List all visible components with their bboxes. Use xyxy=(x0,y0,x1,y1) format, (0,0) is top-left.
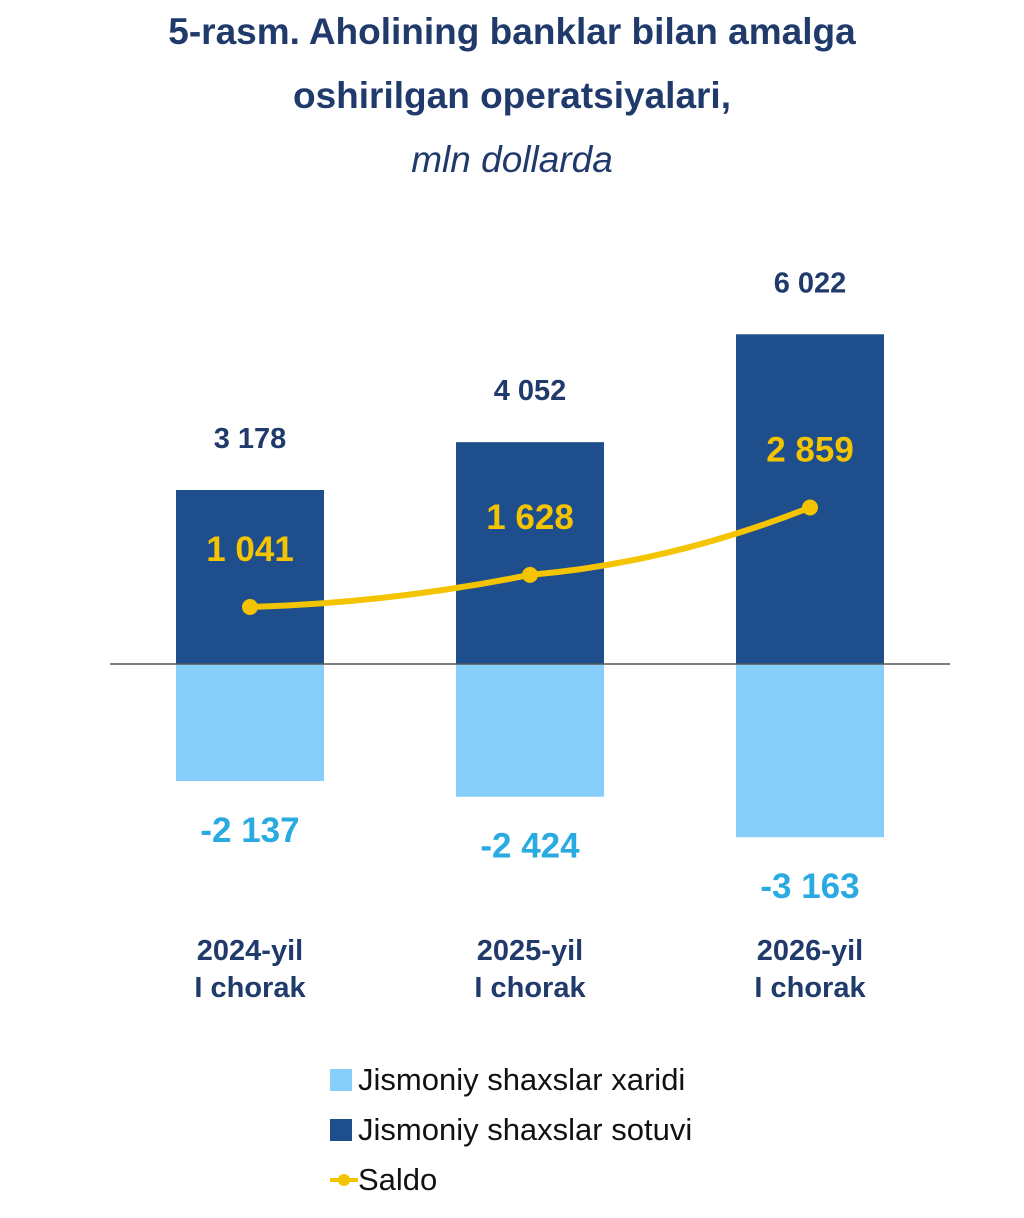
data-label-sotuvi-3: 6 022 xyxy=(774,267,847,299)
data-label-xaridi-1: -2 137 xyxy=(200,811,299,850)
chart-title-line2: oshirilgan operatsiyalari, xyxy=(293,75,731,116)
saldo-point-2 xyxy=(522,566,538,583)
legend-label-xaridi: Jismoniy shaxslar xaridi xyxy=(358,1062,686,1097)
chart-title: 5-rasm. Aholining banklar bilan amalga o… xyxy=(0,0,1024,192)
chart-plot: 3 178 4 052 6 022 -2 137 -2 424 -3 163 1 041 1 … xyxy=(110,267,950,1004)
saldo-point-1 xyxy=(242,599,258,616)
saldo-point-3 xyxy=(802,499,818,516)
x-tick-label-1-line1: 2024-yil xyxy=(197,935,303,967)
chart-title-line1: 5-rasm. Aholining banklar bilan amalga xyxy=(168,11,856,52)
legend-label-sotuvi: Jismoniy shaxslar sotuvi xyxy=(358,1112,693,1147)
x-tick-label-2-line1: 2025-yil xyxy=(477,935,583,967)
data-label-xaridi-2: -2 424 xyxy=(480,827,580,866)
legend-line-saldo xyxy=(330,1169,358,1191)
legend-item-saldo: Saldo xyxy=(330,1155,692,1205)
bar-xaridi-1 xyxy=(176,664,324,782)
x-tick-label-3-line2: I chorak xyxy=(754,972,866,1004)
x-tick-label-3-line1: 2026-yil xyxy=(757,935,863,967)
data-label-saldo-1: 1 041 xyxy=(206,530,294,569)
x-tick-label-1-line2: I chorak xyxy=(194,972,306,1004)
data-label-xaridi-3: -3 163 xyxy=(760,867,859,906)
legend-swatch-sotuvi xyxy=(330,1119,352,1141)
data-label-sotuvi-1: 3 178 xyxy=(214,423,287,455)
legend-label-saldo: Saldo xyxy=(358,1162,438,1197)
x-tick-label-2-line2: I chorak xyxy=(474,972,586,1004)
legend-item-xaridi: Jismoniy shaxslar xaridi xyxy=(330,1055,692,1105)
data-label-saldo-2: 1 628 xyxy=(486,498,574,537)
bar-sotuvi-1 xyxy=(176,490,324,664)
legend-swatch-xaridi xyxy=(330,1069,352,1091)
bar-xaridi-2 xyxy=(456,664,604,797)
legend-item-sotuvi: Jismoniy shaxslar sotuvi xyxy=(330,1105,692,1155)
bar-sotuvi-2 xyxy=(456,442,604,664)
bar-sotuvi-3 xyxy=(736,334,884,664)
data-label-saldo-3: 2 859 xyxy=(766,430,854,469)
chart-legend: Jismoniy shaxslar xaridi Jismoniy shaxsl… xyxy=(330,1055,692,1205)
data-label-sotuvi-2: 4 052 xyxy=(494,375,567,407)
chart-unit: mln dollarda xyxy=(411,139,613,180)
bar-xaridi-3 xyxy=(736,664,884,838)
